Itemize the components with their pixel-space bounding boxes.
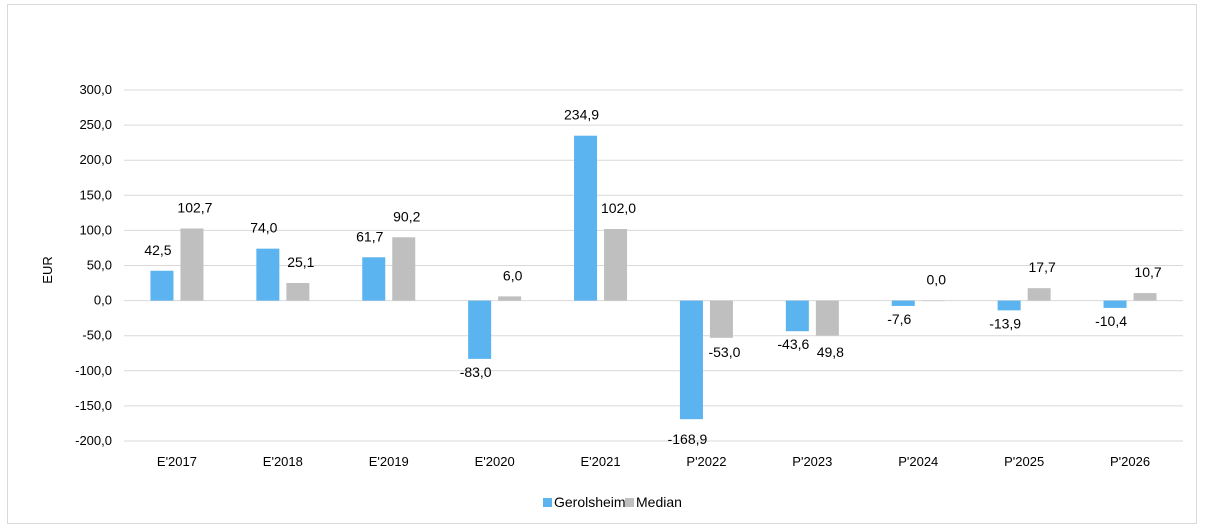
bar-median (709, 300, 733, 338)
x-tick-label: E'2019 (369, 454, 409, 469)
y-axis-label: EUR (40, 256, 55, 283)
data-label: 25,1 (287, 254, 314, 270)
bar-median (180, 228, 204, 301)
data-label: 102,7 (177, 200, 212, 216)
x-tick-label: P'2025 (1004, 454, 1044, 469)
data-label: -43,6 (777, 336, 809, 352)
y-tick-label: 150,0 (79, 187, 112, 202)
bar-median (1133, 293, 1157, 301)
y-tick-label: 200,0 (79, 152, 112, 167)
x-tick-label: P'2023 (792, 454, 832, 469)
y-tick-label: 50,0 (87, 258, 112, 273)
y-axis: 300,0 250,0 200,0 150,0 100,0 50,0 0,0 -50,0 -10… (75, 82, 112, 448)
bar-gerolsheim (256, 248, 280, 301)
data-label: 0,0 (927, 272, 947, 288)
bar-gerolsheim (997, 300, 1021, 311)
data-label: 42,5 (144, 242, 171, 258)
bar-gerolsheim (468, 300, 492, 359)
chart-frame (7, 4, 1197, 524)
bar-gerolsheim (1103, 300, 1127, 308)
bar-gerolsheim (150, 270, 174, 301)
data-label: -53,0 (708, 344, 740, 360)
bar-gerolsheim (574, 135, 598, 301)
x-tick-label: E'2020 (475, 454, 515, 469)
y-tick-label: -50,0 (82, 328, 112, 343)
legend-swatch (543, 498, 552, 507)
bar-gerolsheim (891, 300, 915, 306)
legend: Gerolsheim Median (543, 494, 682, 510)
legend-swatch (625, 498, 634, 507)
data-labels: 42,5 102,7 74,0 25,1 61,7 90,2 -83,0 6,0 234,9 10… (144, 107, 1162, 447)
bar-median (1027, 288, 1051, 301)
data-label: 234,9 (564, 107, 599, 123)
bar-median (498, 296, 522, 301)
data-label: 17,7 (1029, 259, 1056, 275)
y-tick-label: -150,0 (75, 398, 112, 413)
legend-label: Gerolsheim (554, 494, 626, 510)
y-tick-label: 250,0 (79, 117, 112, 132)
bar-median (286, 282, 310, 301)
data-label: 74,0 (250, 220, 277, 236)
bar-gerolsheim (679, 300, 703, 420)
bar-median (392, 237, 416, 301)
x-axis: E'2017 E'2018 E'2019 E'2020 E'2021 P'2022 P'20… (157, 454, 1150, 469)
x-tick-label: E'2017 (157, 454, 197, 469)
data-label: 6,0 (503, 267, 523, 283)
x-tick-label: P'2026 (1110, 454, 1150, 469)
bar-median (921, 300, 945, 302)
x-tick-label: P'2022 (686, 454, 726, 469)
y-tick-label: 0,0 (94, 293, 112, 308)
legend-label: Median (636, 494, 682, 510)
data-label: 61,7 (356, 228, 383, 244)
data-label: -13,9 (989, 315, 1021, 331)
x-tick-label: E'2021 (581, 454, 621, 469)
y-tick-label: 300,0 (79, 82, 112, 97)
x-tick-label: P'2024 (898, 454, 938, 469)
data-label: 102,0 (601, 200, 636, 216)
bar-median (815, 300, 839, 336)
data-label: 90,2 (393, 208, 420, 224)
bar-gerolsheim (785, 300, 809, 332)
data-label: -10,4 (1095, 313, 1127, 329)
gridlines (124, 89, 1183, 442)
bar-median (604, 228, 628, 301)
bar-gerolsheim (362, 257, 386, 301)
data-label: -168,9 (668, 431, 708, 447)
x-tick-label: E'2018 (263, 454, 303, 469)
data-label: -7,6 (887, 311, 911, 327)
y-tick-label: -100,0 (75, 363, 112, 378)
bars (150, 135, 1157, 420)
data-label: -83,0 (460, 364, 492, 380)
y-tick-label: -200,0 (75, 433, 112, 448)
data-label: 49,8 (817, 344, 844, 360)
y-tick-label: 100,0 (79, 222, 112, 237)
data-label: 10,7 (1134, 264, 1161, 280)
